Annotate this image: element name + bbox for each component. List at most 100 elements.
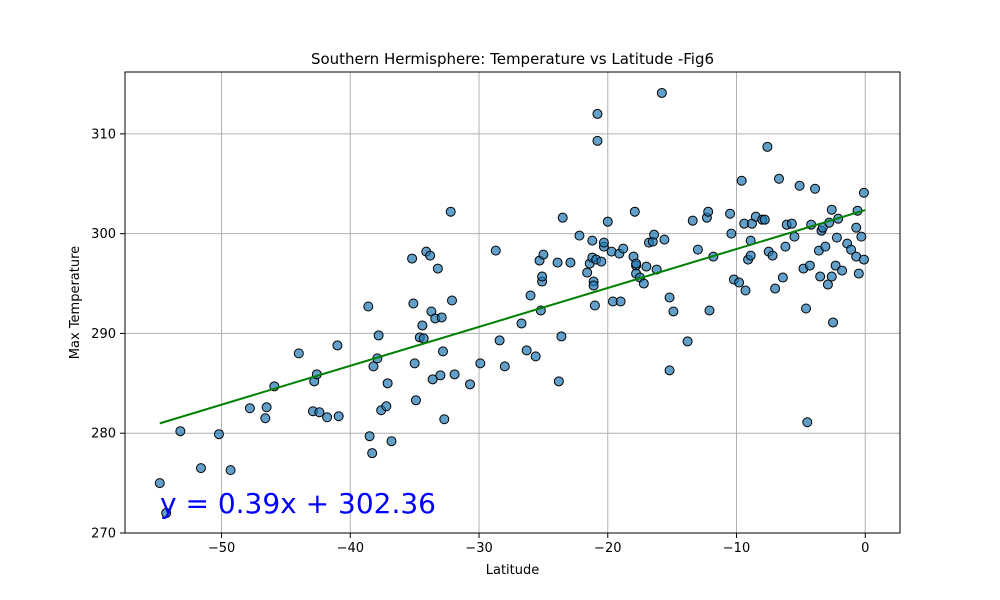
data-point (432, 263, 443, 274)
data-point (494, 335, 505, 346)
data-point (815, 271, 826, 282)
x-tick-label: 0 (861, 541, 869, 556)
data-point (293, 348, 304, 359)
data-point (587, 235, 598, 246)
data-point (490, 245, 501, 256)
data-point (656, 87, 667, 98)
data-point (592, 135, 603, 146)
data-point (740, 285, 751, 296)
x-axis-label: Latitude (486, 563, 540, 578)
data-point (409, 358, 420, 369)
plot-frame (124, 71, 901, 534)
data-point (770, 283, 781, 294)
data-point (773, 173, 784, 184)
data-point (175, 426, 186, 437)
data-point (260, 413, 271, 424)
data-point (407, 253, 418, 264)
data-point (649, 229, 660, 240)
data-point (437, 346, 448, 357)
data-point (641, 261, 652, 272)
data-point (425, 250, 436, 261)
data-point (446, 295, 457, 306)
data-point (552, 257, 563, 268)
data-point (664, 365, 675, 376)
data-point (858, 187, 869, 198)
data-point (225, 465, 236, 476)
data-point (822, 279, 833, 290)
data-point (837, 265, 848, 276)
data-point (557, 212, 568, 223)
data-point (596, 256, 607, 267)
y-tick-label: 300 (91, 227, 116, 242)
data-point (777, 272, 788, 283)
data-point (465, 379, 476, 390)
data-point (386, 436, 397, 447)
data-point (828, 317, 839, 328)
x-tick-label: −50 (208, 541, 235, 556)
y-tick-label: 270 (91, 527, 116, 542)
data-point (846, 244, 857, 255)
data-point (826, 271, 837, 282)
data-point (521, 345, 532, 356)
data-point (213, 429, 224, 440)
data-point (589, 300, 600, 311)
axis-ticks: −50 −40 −30 −20 −10 0 270 280 290 300 310 (91, 127, 869, 556)
data-point (745, 250, 756, 261)
data-point (856, 231, 867, 242)
data-point (853, 268, 864, 279)
data-point (602, 216, 613, 227)
data-point (668, 306, 679, 317)
data-point (537, 271, 548, 282)
data-point (762, 141, 773, 152)
data-point (638, 278, 649, 289)
data-point (553, 376, 564, 387)
data-point (408, 298, 419, 309)
data-point (704, 305, 715, 316)
y-tick-label: 290 (91, 327, 116, 342)
data-point (786, 218, 797, 229)
regression-line-group (159, 209, 866, 425)
data-point (687, 215, 698, 226)
data-point (703, 206, 714, 217)
data-point (244, 403, 255, 414)
x-tick-label: −20 (594, 541, 621, 556)
data-point (154, 478, 165, 489)
data-point (726, 228, 737, 239)
data-point (801, 303, 812, 314)
data-point (332, 340, 343, 351)
data-point (725, 208, 736, 219)
data-point (525, 290, 536, 301)
data-point (333, 411, 344, 422)
data-point (574, 230, 585, 241)
data-points (154, 87, 869, 519)
data-point (427, 374, 438, 385)
y-tick-label: 280 (91, 427, 116, 442)
x-tick-label: −40 (337, 541, 364, 556)
data-point (830, 260, 841, 271)
data-point (417, 320, 428, 331)
data-point (780, 241, 791, 252)
data-point (831, 232, 842, 243)
data-point (538, 249, 549, 260)
data-point (475, 358, 486, 369)
data-point (629, 206, 640, 217)
data-point (449, 369, 460, 380)
regression-equation: y = 0.39x + 302.36 (160, 487, 436, 520)
data-point (436, 312, 447, 323)
data-point (363, 301, 374, 312)
data-point (802, 417, 813, 428)
chart-title: Southern Hermisphere: Temperature vs Lat… (311, 50, 714, 68)
data-point (439, 414, 450, 425)
data-point (195, 463, 206, 474)
data-point (322, 412, 333, 423)
data-point (759, 214, 770, 225)
data-point (664, 292, 675, 303)
data-point (368, 361, 379, 372)
data-point (858, 254, 869, 265)
data-point (736, 175, 747, 186)
data-point (364, 431, 375, 442)
data-point (767, 250, 778, 261)
data-point (851, 222, 862, 233)
